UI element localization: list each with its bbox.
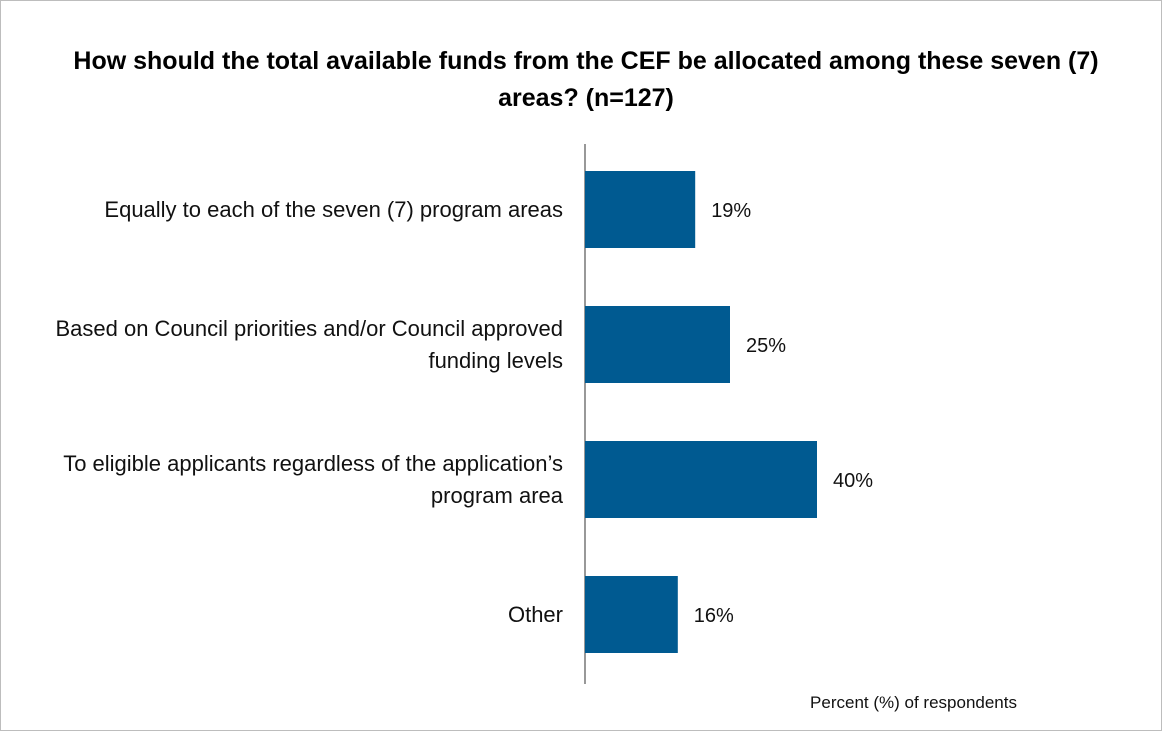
value-label: 16% [694, 605, 734, 627]
category-label: To eligible applicants regardless of the… [63, 450, 563, 508]
bar [585, 171, 696, 248]
category-label: Equally to each of the seven (7) program… [104, 196, 563, 222]
chart-title: How should the total available funds fro… [73, 47, 1099, 112]
value-label: 40% [833, 470, 873, 492]
axis-label: Percent (%) of respondents [810, 693, 1017, 712]
bar [585, 441, 817, 518]
bar [585, 576, 678, 653]
category-label: Based on Council priorities and/or Counc… [55, 315, 563, 373]
category-label: Other [507, 601, 563, 627]
value-label: 25% [746, 335, 786, 357]
value-label: 19% [711, 200, 751, 222]
bar [585, 306, 730, 383]
